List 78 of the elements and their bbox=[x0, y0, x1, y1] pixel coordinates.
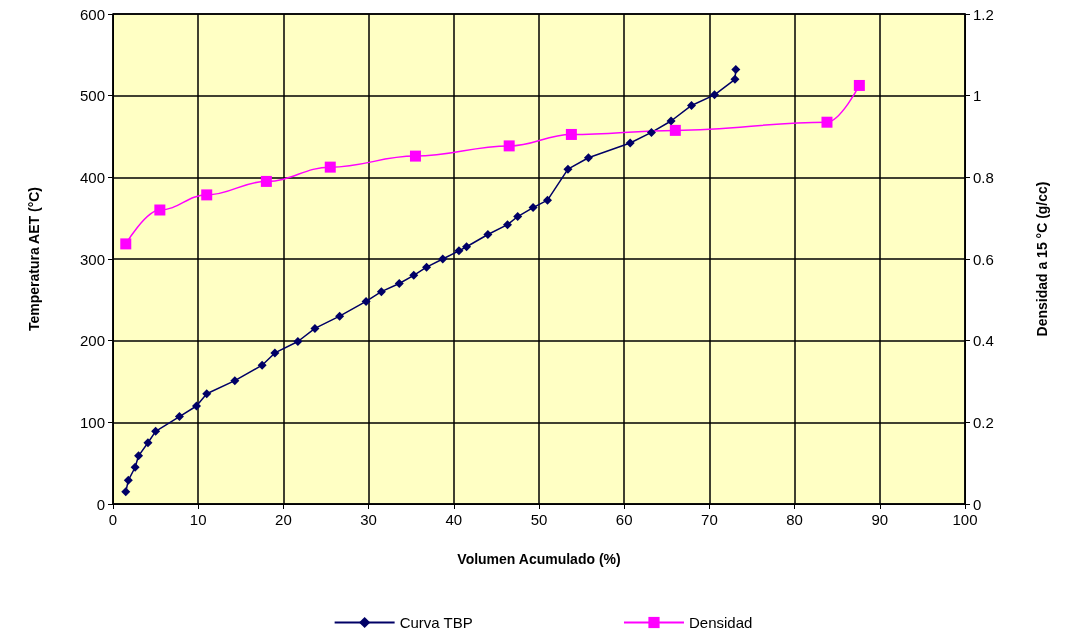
x-tick-label: 40 bbox=[445, 511, 463, 528]
point bbox=[565, 128, 577, 140]
point bbox=[394, 279, 404, 288]
point bbox=[710, 90, 720, 100]
point bbox=[174, 412, 184, 422]
x-tick-label: 60 bbox=[615, 511, 633, 528]
y-tick-label: 400 bbox=[79, 168, 105, 186]
point bbox=[625, 138, 635, 148]
x-tick-label: 20 bbox=[275, 511, 292, 528]
point bbox=[154, 204, 166, 216]
point bbox=[260, 175, 272, 187]
y2-tick-label: 0.4 bbox=[973, 332, 994, 350]
point bbox=[143, 438, 153, 448]
y2-tick-label: 1 bbox=[973, 87, 982, 105]
point bbox=[483, 230, 493, 239]
point bbox=[361, 296, 371, 306]
x-tick-label: 90 bbox=[871, 511, 889, 528]
point bbox=[821, 116, 833, 128]
y2-axis-title: Densidad a 15 °C (g/cc) bbox=[1034, 181, 1050, 337]
point bbox=[462, 242, 472, 252]
point bbox=[230, 376, 240, 386]
point bbox=[376, 287, 386, 297]
y-tick-label: 600 bbox=[79, 5, 105, 23]
point bbox=[335, 311, 345, 321]
y-axis-title: Temperatura AET (°C) bbox=[26, 186, 42, 332]
point bbox=[257, 360, 267, 370]
x-tick-label: 30 bbox=[360, 511, 377, 528]
point bbox=[666, 116, 676, 126]
point bbox=[583, 153, 593, 163]
point bbox=[192, 401, 201, 411]
point bbox=[202, 389, 212, 399]
point bbox=[502, 220, 512, 230]
point bbox=[310, 323, 320, 333]
point bbox=[528, 203, 538, 213]
point bbox=[454, 246, 464, 256]
x-tick-label: 70 bbox=[701, 511, 718, 528]
y-tick-label: 500 bbox=[79, 87, 105, 105]
point bbox=[409, 270, 419, 280]
y-tick-label: 100 bbox=[79, 413, 105, 431]
x-tick-label: 10 bbox=[189, 511, 207, 528]
point bbox=[503, 140, 515, 152]
point bbox=[543, 195, 553, 205]
point bbox=[121, 487, 131, 497]
point bbox=[731, 65, 741, 75]
y2-tick-label: 0.6 bbox=[973, 250, 994, 268]
point bbox=[422, 262, 432, 272]
x-axis-title: Volumen Acumulado (%) bbox=[457, 551, 621, 567]
y2-tick-label: 1.2 bbox=[973, 5, 994, 23]
legend-label: Densidad bbox=[688, 614, 753, 631]
point bbox=[123, 475, 133, 485]
point bbox=[646, 127, 656, 137]
y-tick-label: 200 bbox=[79, 332, 105, 350]
point bbox=[730, 74, 740, 84]
point bbox=[563, 164, 573, 174]
point bbox=[853, 79, 865, 91]
point bbox=[293, 336, 303, 346]
x-tick-label: 50 bbox=[530, 511, 548, 528]
x-tick-label: 0 bbox=[108, 511, 118, 528]
point bbox=[687, 100, 697, 110]
x-tick-label: 80 bbox=[786, 511, 803, 528]
point bbox=[134, 451, 144, 461]
point bbox=[409, 150, 421, 162]
point bbox=[151, 426, 161, 436]
point bbox=[513, 212, 523, 222]
legend-label: Curva TBP bbox=[399, 614, 473, 631]
point bbox=[120, 238, 132, 250]
point bbox=[270, 348, 280, 358]
y2-tick-label: 0.2 bbox=[973, 413, 994, 431]
point bbox=[130, 462, 140, 472]
x-tick-label: 100 bbox=[952, 511, 978, 528]
y2-tick-label: 0 bbox=[973, 495, 982, 513]
point bbox=[201, 189, 213, 201]
y-tick-label: 300 bbox=[79, 250, 105, 268]
point bbox=[669, 124, 681, 136]
y2-tick-label: 0.8 bbox=[973, 168, 994, 186]
point bbox=[324, 161, 336, 173]
y-tick-label: 0 bbox=[96, 495, 105, 513]
point bbox=[438, 254, 448, 264]
